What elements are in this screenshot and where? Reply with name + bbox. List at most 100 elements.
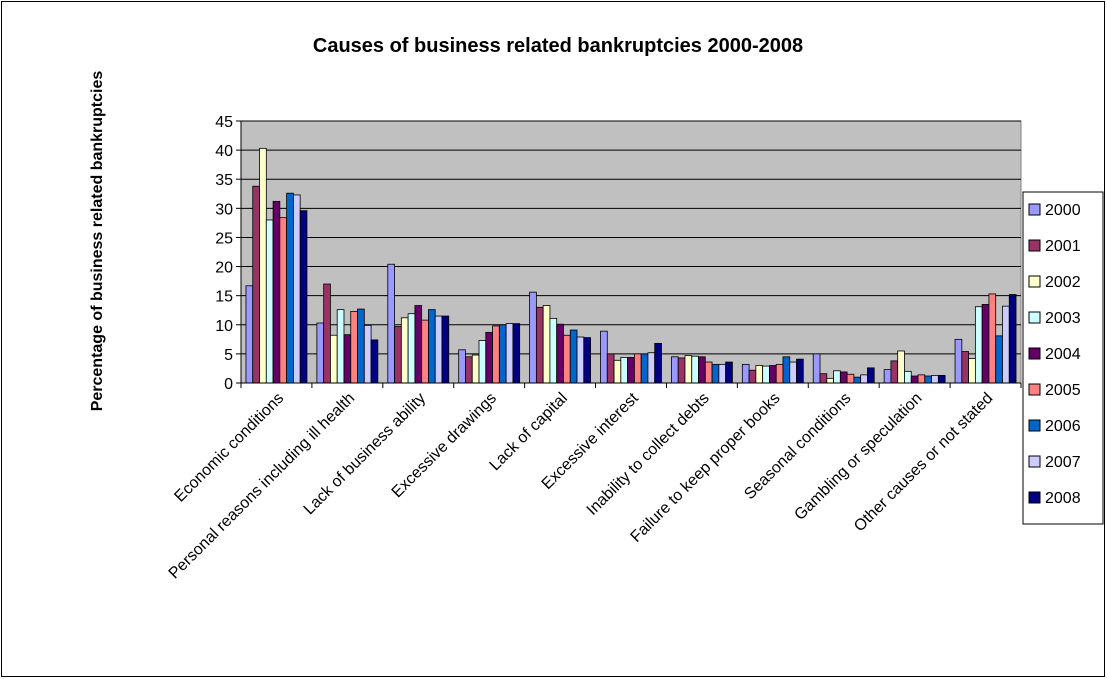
bar-2002-0 <box>259 147 267 384</box>
bar-2003-9 <box>904 370 912 384</box>
bar-2005-6 <box>704 361 713 384</box>
bar-2007-6 <box>718 363 727 384</box>
bar-2008-2 <box>441 315 450 384</box>
bar-2006-2 <box>428 309 436 384</box>
bar-2001-8 <box>819 373 828 384</box>
bar-2007-5 <box>647 352 656 384</box>
legend-label-2000: 2000 <box>1045 202 1081 219</box>
legend-label-2005: 2005 <box>1045 382 1081 399</box>
category-label-7: Failure to keep proper books <box>628 390 784 546</box>
bar-2002-9 <box>897 350 905 384</box>
bar-2000-8 <box>812 353 821 384</box>
y-tick-label-9: 45 <box>215 114 233 131</box>
bar-2008-7 <box>796 358 804 384</box>
bar-2004-4 <box>556 323 564 384</box>
bar-2003-0 <box>265 219 274 384</box>
category-label-9: Gambling or speculation <box>791 390 925 524</box>
legend-label-2007: 2007 <box>1045 454 1081 471</box>
bar-2005-8 <box>846 373 855 384</box>
bar-2006-6 <box>711 363 720 384</box>
legend-label-2008: 2008 <box>1045 490 1081 507</box>
bar-2008-1 <box>370 339 379 384</box>
bar-2003-5 <box>620 356 629 384</box>
legend-swatch-2005 <box>1028 383 1041 396</box>
legend-label-2003: 2003 <box>1045 310 1081 327</box>
bar-2005-1 <box>350 310 358 384</box>
bar-2004-1 <box>343 334 352 384</box>
legend-label-2002: 2002 <box>1045 274 1081 291</box>
bar-2004-0 <box>272 200 281 384</box>
bar-2004-9 <box>910 375 919 384</box>
bar-2005-5 <box>633 353 642 384</box>
bar-2002-1 <box>330 334 338 384</box>
legend-swatch-2006 <box>1028 419 1041 432</box>
legend-label-2004: 2004 <box>1045 346 1081 363</box>
bar-2006-3 <box>498 324 507 384</box>
bar-2008-5 <box>654 343 662 384</box>
bar-2000-0 <box>245 285 254 384</box>
bar-2000-9 <box>883 369 892 384</box>
legend-swatch-2002 <box>1028 275 1041 288</box>
bar-2001-3 <box>465 356 473 384</box>
bar-2007-10 <box>1002 305 1010 384</box>
bar-2002-4 <box>542 305 551 384</box>
bar-2008-4 <box>583 337 591 384</box>
legend: 2000 2001 2002 2003 2004 2005 2006 2007 2008 <box>1022 191 1104 525</box>
bar-2006-5 <box>640 353 649 384</box>
y-tick-label-1: 5 <box>224 347 233 364</box>
bars <box>245 147 1017 384</box>
bar-2006-4 <box>569 329 578 384</box>
bar-2005-0 <box>279 217 288 384</box>
bar-2003-1 <box>336 309 345 384</box>
bar-2004-10 <box>981 303 990 384</box>
bar-2002-3 <box>471 354 480 384</box>
y-tick-label-3: 15 <box>215 289 233 306</box>
legend-swatch-2004 <box>1028 347 1041 360</box>
bar-2000-2 <box>387 263 395 384</box>
bar-2002-8 <box>826 377 834 384</box>
bar-2006-9 <box>924 375 932 384</box>
bar-2001-5 <box>606 353 615 384</box>
bar-2004-8 <box>839 371 848 384</box>
bar-2007-7 <box>789 361 797 384</box>
bar-2002-5 <box>613 359 622 384</box>
bar-2001-1 <box>323 283 331 384</box>
bar-2008-0 <box>299 210 308 384</box>
bar-2006-8 <box>853 376 862 384</box>
bar-2000-7 <box>741 363 750 384</box>
bar-2007-9 <box>931 375 939 384</box>
bar-2007-1 <box>363 324 372 384</box>
bar-2006-0 <box>286 192 294 384</box>
legend-swatch-2000 <box>1028 203 1041 216</box>
bar-2008-9 <box>937 375 946 384</box>
category-label-10: Other causes or not stated <box>851 390 996 535</box>
bar-2007-3 <box>505 323 514 384</box>
chart-title: Causes of business related bankruptcies … <box>313 35 803 57</box>
bar-2000-3 <box>458 349 466 384</box>
legend-swatch-2003 <box>1028 311 1041 324</box>
bar-2006-10 <box>995 335 1003 384</box>
bar-2003-6 <box>691 355 699 384</box>
bar-2003-3 <box>478 340 487 384</box>
bar-2004-3 <box>485 331 493 384</box>
category-label-6: Inability to collect debts <box>584 390 713 519</box>
bar-2003-10 <box>974 306 983 384</box>
bar-2008-3 <box>512 323 521 384</box>
bar-2001-4 <box>535 306 544 384</box>
bar-2007-4 <box>576 336 585 384</box>
legend-label-2001: 2001 <box>1045 238 1081 255</box>
bar-2002-2 <box>400 317 409 384</box>
bar-2002-7 <box>755 365 764 384</box>
bar-2003-2 <box>407 313 416 384</box>
bar-2002-10 <box>968 358 976 384</box>
bar-2008-8 <box>867 367 875 384</box>
bar-2004-2 <box>414 305 423 384</box>
y-tick-label-7: 35 <box>215 172 233 189</box>
bar-2001-9 <box>890 360 899 384</box>
bar-2005-3 <box>492 325 500 384</box>
axes <box>240 121 1022 388</box>
category-label-2: Lack of business ability <box>301 390 429 518</box>
bar-2000-5 <box>600 330 608 384</box>
